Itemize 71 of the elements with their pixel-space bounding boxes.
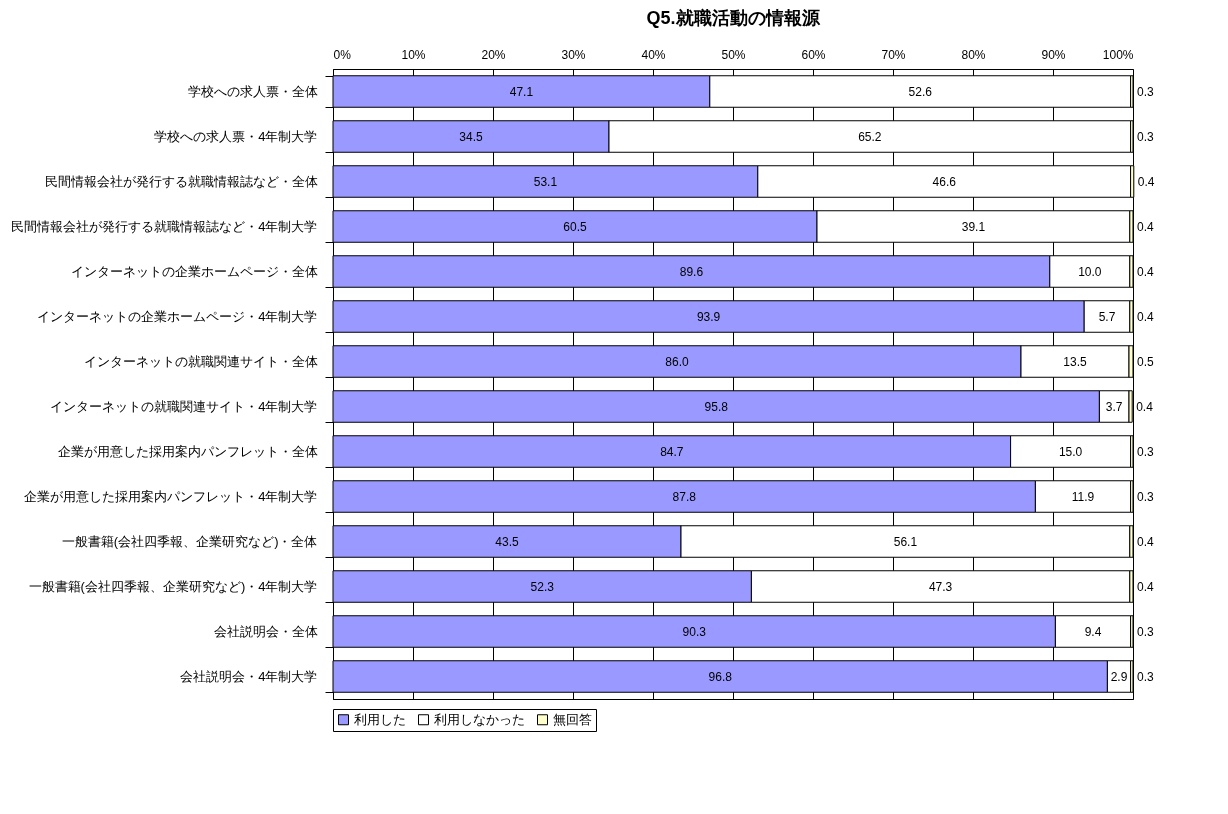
data-label: 93.9 <box>696 309 721 324</box>
data-label: 52.3 <box>530 579 555 594</box>
data-label: 0.4 <box>1137 174 1155 189</box>
data-label: 15.0 <box>1058 444 1083 459</box>
y-tick-label: 民間情報会社が発行する就職情報誌など・4年制大学 <box>11 219 318 234</box>
data-label: 87.8 <box>672 489 697 504</box>
data-label: 0.4 <box>1136 399 1154 414</box>
x-tick-label: 90% <box>1041 47 1066 62</box>
y-tick-label: 一般書籍(会社四季報、企業研究など)・4年制大学 <box>28 579 318 594</box>
data-label: 47.1 <box>509 84 534 99</box>
data-label: 0.4 <box>1137 219 1155 234</box>
y-tick-label: インターネットの就職関連サイト・4年制大学 <box>50 399 318 414</box>
data-label: 89.6 <box>679 264 704 279</box>
data-label: 90.3 <box>682 624 707 639</box>
data-label: 9.4 <box>1084 624 1102 639</box>
legend-label: 利用した <box>354 711 406 727</box>
data-label: 34.5 <box>459 129 483 144</box>
y-tick-label: 企業が用意した採用案内パンフレット・全体 <box>57 444 318 459</box>
x-tick-label: 10% <box>401 47 426 62</box>
x-tick-label: 30% <box>561 47 586 62</box>
data-label: 2.9 <box>1110 669 1128 684</box>
data-label: 3.7 <box>1105 399 1123 414</box>
legend-label: 利用しなかった <box>434 711 525 727</box>
x-tick-label: 20% <box>481 47 506 62</box>
legend-label: 無回答 <box>553 711 592 727</box>
data-label: 52.6 <box>908 84 933 99</box>
data-label: 95.8 <box>704 399 729 414</box>
data-label: 0.4 <box>1137 579 1155 594</box>
data-label: 0.3 <box>1137 84 1155 99</box>
data-label: 47.3 <box>928 579 953 594</box>
y-tick-label: 会社説明会・4年制大学 <box>180 669 318 684</box>
data-label: 5.7 <box>1098 309 1116 324</box>
y-tick-label: インターネットの企業ホームページ・全体 <box>70 264 318 279</box>
y-tick-label: 一般書籍(会社四季報、企業研究など)・全体 <box>61 534 318 549</box>
data-label: 53.1 <box>533 174 558 189</box>
y-tick-label: 学校への求人票・4年制大学 <box>154 129 318 144</box>
y-tick-label: 民間情報会社が発行する就職情報誌など・全体 <box>44 174 318 189</box>
data-label: 86.0 <box>665 354 689 369</box>
data-label: 56.1 <box>893 534 918 549</box>
y-tick-label: 学校への求人票・全体 <box>187 84 318 99</box>
data-label: 0.4 <box>1137 264 1155 279</box>
data-label: 65.2 <box>858 129 882 144</box>
data-label: 0.3 <box>1137 444 1155 459</box>
x-tick-label: 70% <box>881 47 906 62</box>
data-label: 0.3 <box>1137 129 1155 144</box>
y-tick-label: インターネットの企業ホームページ・4年制大学 <box>37 309 318 324</box>
data-label: 60.5 <box>563 219 587 234</box>
data-label: 96.8 <box>708 669 733 684</box>
data-label: 0.5 <box>1137 354 1155 369</box>
x-tick-label: 100% <box>1102 47 1134 62</box>
x-tick-label: 50% <box>721 47 746 62</box>
x-tick-label: 0% <box>333 47 352 62</box>
y-tick-label: 会社説明会・全体 <box>213 624 318 639</box>
data-label: 84.7 <box>660 444 684 459</box>
x-tick-label: 40% <box>641 47 666 62</box>
chart-title: Q5.就職活動の情報源 <box>646 8 821 28</box>
data-label: 11.9 <box>1071 489 1095 504</box>
y-tick-label: 企業が用意した採用案内パンフレット・4年制大学 <box>24 489 318 504</box>
data-label: 0.4 <box>1137 309 1155 324</box>
data-label: 0.4 <box>1137 534 1155 549</box>
data-label: 0.3 <box>1137 624 1155 639</box>
data-label: 10.0 <box>1078 264 1102 279</box>
data-label: 0.3 <box>1137 669 1155 684</box>
data-label: 13.5 <box>1063 354 1087 369</box>
data-label: 43.5 <box>495 534 519 549</box>
x-tick-label: 80% <box>961 47 986 62</box>
data-label: 39.1 <box>961 219 986 234</box>
x-tick-label: 60% <box>801 47 826 62</box>
y-tick-label: インターネットの就職関連サイト・全体 <box>83 354 318 369</box>
data-label: 46.6 <box>932 174 957 189</box>
data-label: 0.3 <box>1137 489 1155 504</box>
